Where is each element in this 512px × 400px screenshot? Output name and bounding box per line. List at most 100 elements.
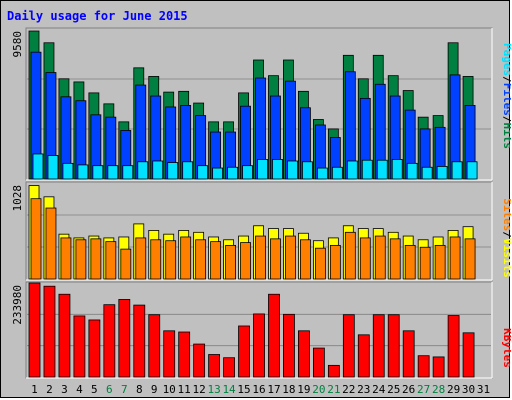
bar-kbytes-day-17 xyxy=(268,293,280,378)
x-tick-day-7: 7 xyxy=(121,383,128,396)
legend-pages-files-hits-part: / xyxy=(501,116,511,123)
x-tick-day-10: 10 xyxy=(163,383,176,396)
x-tick-day-23: 23 xyxy=(357,383,370,396)
chart-title: Daily usage for June 2015 xyxy=(7,9,188,23)
bar-sites-day-6 xyxy=(105,241,117,280)
legend-sites-visits: Sites/Visits xyxy=(501,198,511,278)
x-tick-day-24: 24 xyxy=(372,383,386,396)
bar-sites-day-17 xyxy=(270,238,281,280)
bar-kbytes-day-12 xyxy=(193,343,206,378)
x-tick-day-5: 5 xyxy=(91,383,98,396)
bar-pages-day-9 xyxy=(152,160,164,180)
x-tick-day-28: 28 xyxy=(432,383,445,396)
bar-pages-day-8 xyxy=(137,161,149,180)
bar-pages-day-19 xyxy=(302,161,313,180)
bar-kbytes-day-20 xyxy=(312,347,325,378)
bar-sites-day-14 xyxy=(225,244,236,280)
bar-kbytes-day-24 xyxy=(372,314,385,378)
bar-pages-day-25 xyxy=(391,159,403,180)
bar-pages-day-23 xyxy=(361,159,373,180)
bar-sites-day-29 xyxy=(449,236,461,280)
legend-kbytes: KBytes xyxy=(501,328,511,368)
legend-pages-files-hits-part: / xyxy=(501,76,511,83)
bar-pages-day-14 xyxy=(227,166,238,180)
x-tick-day-12: 12 xyxy=(193,383,206,396)
bar-kbytes-day-9 xyxy=(148,314,161,378)
legend-pages-files-hits-part: Pages xyxy=(501,43,511,76)
bar-pages-day-17 xyxy=(272,159,283,180)
x-tick-day-9: 9 xyxy=(151,383,158,396)
bar-sites-day-18 xyxy=(285,235,296,280)
bar-sites-day-30 xyxy=(464,238,476,280)
x-tick-day-25: 25 xyxy=(387,383,400,396)
bar-pages-day-26 xyxy=(406,162,418,180)
bar-pages-day-4 xyxy=(77,164,89,180)
legend-pages-files-hits: Pages/Files/Hits xyxy=(501,43,511,149)
bar-kbytes-day-26 xyxy=(402,330,415,378)
bar-pages-day-5 xyxy=(92,165,104,180)
bar-kbytes-day-19 xyxy=(298,330,310,378)
x-tick-day-20: 20 xyxy=(312,383,325,396)
bar-sites-day-1 xyxy=(30,198,42,280)
bar-sites-day-8 xyxy=(135,237,147,280)
x-tick-day-6: 6 xyxy=(106,383,113,396)
bar-kbytes-day-18 xyxy=(283,313,295,378)
bar-kbytes-day-7 xyxy=(118,299,131,378)
x-tick-day-2: 2 xyxy=(46,383,53,396)
bar-kbytes-day-13 xyxy=(208,354,221,378)
bar-pages-day-30 xyxy=(466,161,478,180)
bar-pages-day-16 xyxy=(257,159,268,180)
bar-kbytes-day-15 xyxy=(238,325,250,378)
bar-sites-day-3 xyxy=(60,237,72,280)
bar-sites-day-15 xyxy=(240,242,251,280)
x-tick-day-17: 17 xyxy=(267,383,280,396)
x-tick-day-18: 18 xyxy=(282,383,295,396)
bar-pages-day-6 xyxy=(107,165,119,180)
bar-kbytes-day-4 xyxy=(73,315,86,378)
bar-sites-day-20 xyxy=(314,247,326,280)
bar-pages-day-12 xyxy=(197,165,209,180)
x-tick-day-3: 3 xyxy=(61,383,68,396)
legend-kbytes-part: KBytes xyxy=(501,328,511,368)
bar-kbytes-day-25 xyxy=(387,314,400,378)
bar-sites-day-26 xyxy=(404,244,416,280)
bar-sites-day-25 xyxy=(389,238,401,280)
x-tick-day-29: 29 xyxy=(447,383,460,396)
bar-sites-day-11 xyxy=(180,236,192,280)
bar-kbytes-day-29 xyxy=(447,315,460,378)
bar-pages-day-21 xyxy=(331,166,343,180)
x-tick-day-21: 21 xyxy=(327,383,340,396)
bar-pages-day-20 xyxy=(316,167,328,180)
bar-kbytes-day-23 xyxy=(357,334,370,378)
bar-sites-day-7 xyxy=(120,248,132,280)
bar-pages-day-1 xyxy=(32,153,44,180)
bar-kbytes-day-14 xyxy=(223,357,235,378)
bar-pages-day-29 xyxy=(451,161,463,180)
bar-pages-day-27 xyxy=(421,166,433,180)
bar-kbytes-day-27 xyxy=(417,355,430,378)
x-tick-day-11: 11 xyxy=(178,383,191,396)
bar-kbytes-day-22 xyxy=(342,314,355,378)
y-max-label: 9580 xyxy=(11,31,24,58)
bar-pages-day-28 xyxy=(436,166,448,180)
y-max-label: 233980 xyxy=(11,285,24,325)
bar-pages-day-24 xyxy=(376,159,388,180)
bar-sites-day-19 xyxy=(300,239,311,280)
bar-kbytes-day-10 xyxy=(163,330,176,378)
x-tick-day-8: 8 xyxy=(136,383,143,396)
bar-kbytes-day-1 xyxy=(28,282,41,378)
x-tick-day-27: 27 xyxy=(417,383,430,396)
bar-sites-day-27 xyxy=(419,246,431,280)
x-tick-day-16: 16 xyxy=(252,383,265,396)
bar-kbytes-day-16 xyxy=(253,313,265,378)
bar-kbytes-day-5 xyxy=(88,319,101,378)
legend-sites-visits-part: / xyxy=(501,231,511,238)
bar-sites-day-21 xyxy=(329,244,341,280)
bar-kbytes-day-2 xyxy=(43,285,56,378)
bar-kbytes-day-8 xyxy=(133,304,146,378)
x-tick-day-13: 13 xyxy=(207,383,220,396)
bar-pages-day-10 xyxy=(167,162,179,180)
bar-sites-day-10 xyxy=(165,240,177,280)
